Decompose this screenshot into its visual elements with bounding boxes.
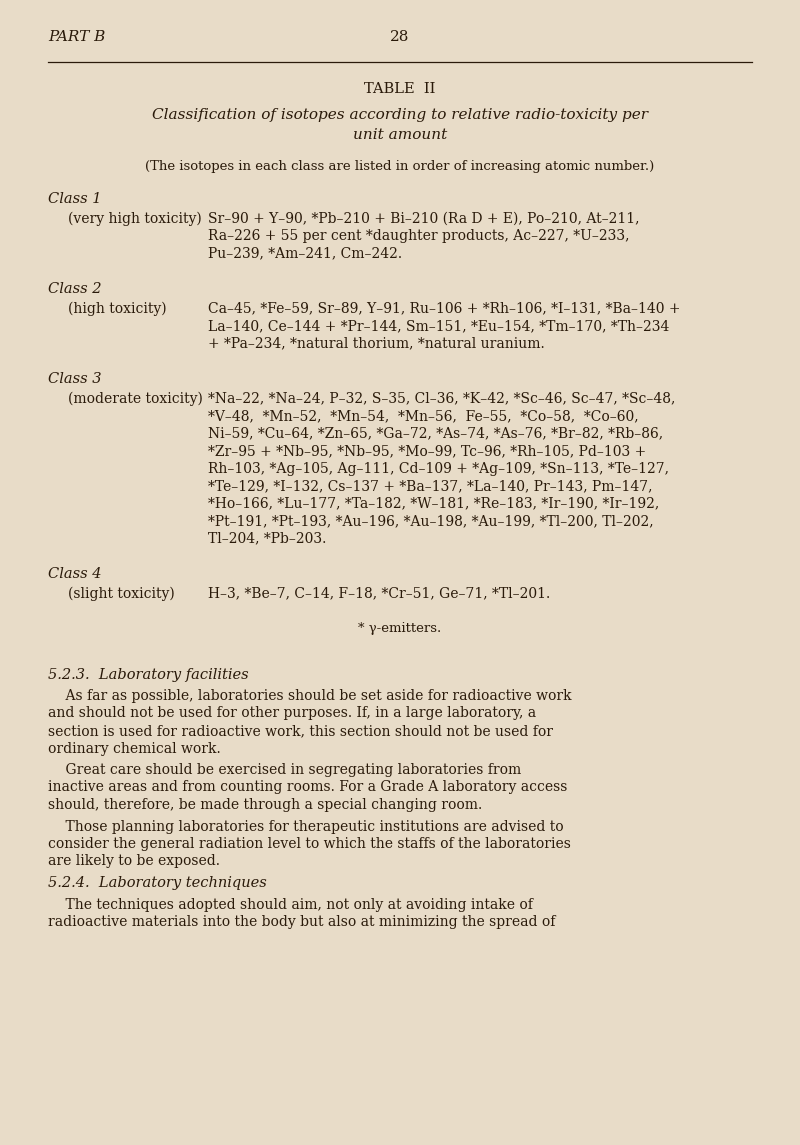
Text: Those planning laboratories for therapeutic institutions are advised to: Those planning laboratories for therapeu…	[48, 820, 564, 834]
Text: * γ-emitters.: * γ-emitters.	[358, 622, 442, 635]
Text: ordinary chemical work.: ordinary chemical work.	[48, 742, 221, 756]
Text: *Ho–166, *Lu–177, *Ta–182, *W–181, *Re–183, *Ir–190, *Ir–192,: *Ho–166, *Lu–177, *Ta–182, *W–181, *Re–1…	[208, 497, 659, 511]
Text: + *Pa–234, *natural thorium, *natural uranium.: + *Pa–234, *natural thorium, *natural ur…	[208, 337, 545, 350]
Text: La–140, Ce–144 + *Pr–144, Sm–151, *Eu–154, *Tm–170, *Th–234: La–140, Ce–144 + *Pr–144, Sm–151, *Eu–15…	[208, 319, 670, 333]
Text: (very high toxicity): (very high toxicity)	[68, 212, 202, 226]
Text: TABLE  II: TABLE II	[364, 82, 436, 96]
Text: Classification of isotopes according to relative radio-toxicity per: Classification of isotopes according to …	[152, 108, 648, 123]
Text: *V–48,  *Mn–52,  *Mn–54,  *Mn–56,  Fe–55,  *Co–58,  *Co–60,: *V–48, *Mn–52, *Mn–54, *Mn–56, Fe–55, *C…	[208, 409, 638, 423]
Text: *Pt–191, *Pt–193, *Au–196, *Au–198, *Au–199, *Tl–200, Tl–202,: *Pt–191, *Pt–193, *Au–196, *Au–198, *Au–…	[208, 514, 654, 528]
Text: 5.2.3.  Laboratory facilities: 5.2.3. Laboratory facilities	[48, 668, 249, 681]
Text: *Na–22, *Na–24, P–32, S–35, Cl–36, *K–42, *Sc–46, Sc–47, *Sc–48,: *Na–22, *Na–24, P–32, S–35, Cl–36, *K–42…	[208, 392, 675, 405]
Text: (moderate toxicity): (moderate toxicity)	[68, 392, 203, 405]
Text: unit amount: unit amount	[353, 128, 447, 142]
Text: Class 2: Class 2	[48, 282, 102, 297]
Text: section is used for radioactive work, this section should not be used for: section is used for radioactive work, th…	[48, 724, 553, 739]
Text: Sr–90 + Y–90, *Pb–210 + Bi–210 (Ra D + E), Po–210, At–211,: Sr–90 + Y–90, *Pb–210 + Bi–210 (Ra D + E…	[208, 212, 639, 226]
Text: (slight toxicity): (slight toxicity)	[68, 586, 174, 601]
Text: *Te–129, *I–132, Cs–137 + *Ba–137, *La–140, Pr–143, Pm–147,: *Te–129, *I–132, Cs–137 + *Ba–137, *La–1…	[208, 479, 653, 493]
Text: Class 1: Class 1	[48, 192, 102, 206]
Text: radioactive materials into the body but also at minimizing the spread of: radioactive materials into the body but …	[48, 915, 555, 929]
Text: The techniques adopted should aim, not only at avoiding intake of: The techniques adopted should aim, not o…	[48, 898, 533, 911]
Text: and should not be used for other purposes. If, in a large laboratory, a: and should not be used for other purpose…	[48, 706, 536, 720]
Text: Rh–103, *Ag–105, Ag–111, Cd–109 + *Ag–109, *Sn–113, *Te–127,: Rh–103, *Ag–105, Ag–111, Cd–109 + *Ag–10…	[208, 461, 669, 475]
Text: As far as possible, laboratories should be set aside for radioactive work: As far as possible, laboratories should …	[48, 689, 572, 703]
Text: PART B: PART B	[48, 30, 106, 44]
Text: Great care should be exercised in segregating laboratories from: Great care should be exercised in segreg…	[48, 763, 522, 777]
Text: 5.2.4.  Laboratory techniques: 5.2.4. Laboratory techniques	[48, 876, 266, 890]
Text: (high toxicity): (high toxicity)	[68, 301, 166, 316]
Text: Ca–45, *Fe–59, Sr–89, Y–91, Ru–106 + *Rh–106, *I–131, *Ba–140 +: Ca–45, *Fe–59, Sr–89, Y–91, Ru–106 + *Rh…	[208, 301, 681, 316]
Text: H–3, *Be–7, C–14, F–18, *Cr–51, Ge–71, *Tl–201.: H–3, *Be–7, C–14, F–18, *Cr–51, Ge–71, *…	[208, 586, 550, 600]
Text: are likely to be exposed.: are likely to be exposed.	[48, 854, 220, 869]
Text: Class 3: Class 3	[48, 372, 102, 386]
Text: 28: 28	[390, 30, 410, 44]
Text: (The isotopes in each class are listed in order of increasing atomic number.): (The isotopes in each class are listed i…	[146, 160, 654, 173]
Text: Ni–59, *Cu–64, *Zn–65, *Ga–72, *As–74, *As–76, *Br–82, *Rb–86,: Ni–59, *Cu–64, *Zn–65, *Ga–72, *As–74, *…	[208, 426, 663, 441]
Text: *Zr–95 + *Nb–95, *Nb–95, *Mo–99, Tc–96, *Rh–105, Pd–103 +: *Zr–95 + *Nb–95, *Nb–95, *Mo–99, Tc–96, …	[208, 444, 646, 458]
Text: consider the general radiation level to which the staffs of the laboratories: consider the general radiation level to …	[48, 837, 571, 851]
Text: inactive areas and from counting rooms. For a Grade A laboratory access: inactive areas and from counting rooms. …	[48, 781, 567, 795]
Text: Tl–204, *Pb–203.: Tl–204, *Pb–203.	[208, 531, 326, 545]
Text: Class 4: Class 4	[48, 567, 102, 581]
Text: should, therefore, be made through a special changing room.: should, therefore, be made through a spe…	[48, 798, 482, 812]
Text: Pu–239, *Am–241, Cm–242.: Pu–239, *Am–241, Cm–242.	[208, 246, 402, 261]
Text: Ra–226 + 55 per cent *daughter products, Ac–227, *U–233,: Ra–226 + 55 per cent *daughter products,…	[208, 229, 630, 243]
